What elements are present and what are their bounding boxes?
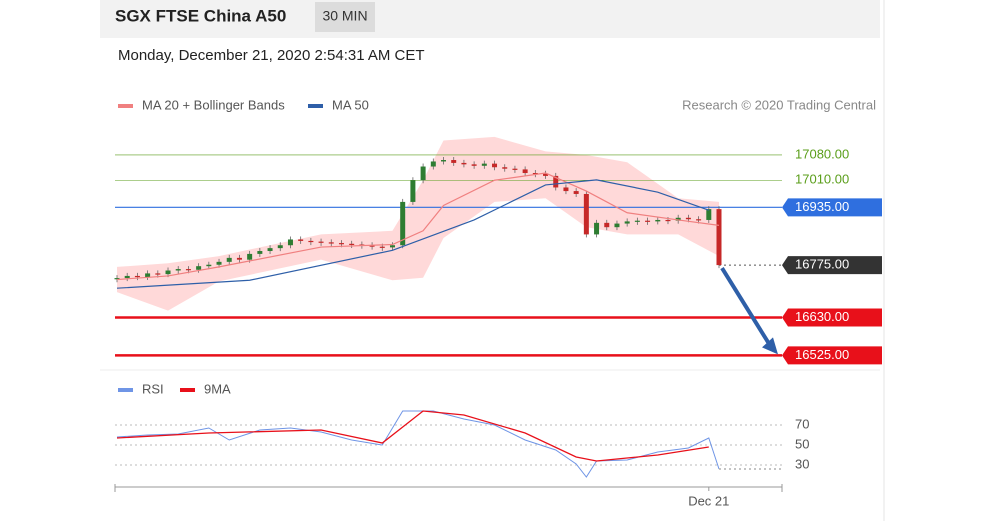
- candle: [696, 219, 702, 221]
- candle: [706, 209, 712, 220]
- candle: [624, 221, 630, 224]
- candle: [247, 253, 253, 260]
- candle: [583, 193, 589, 235]
- candle: [287, 239, 293, 246]
- forecast-arrowhead: [762, 337, 778, 355]
- level-tag: [782, 346, 882, 365]
- level-tag: [782, 256, 882, 275]
- level-label: 17010.00: [795, 172, 849, 187]
- ma-line: [116, 179, 709, 289]
- candle: [594, 222, 600, 235]
- candle: [685, 217, 691, 220]
- candle: [226, 257, 232, 262]
- candle: [502, 167, 508, 169]
- candle: [338, 243, 344, 245]
- level-label: 16525.00: [795, 347, 849, 362]
- candle: [634, 220, 640, 222]
- candle: [716, 209, 722, 266]
- candle: [124, 275, 130, 279]
- candle: [543, 173, 549, 176]
- level-label: 16935.00: [795, 199, 849, 214]
- header-bar: [100, 0, 880, 38]
- legend-label: 9MA: [204, 381, 231, 396]
- candle: [298, 239, 304, 241]
- candle: [236, 257, 242, 260]
- candle: [553, 175, 559, 188]
- candle: [481, 163, 487, 166]
- indicator-line: [116, 410, 720, 478]
- level-label: 17080.00: [795, 146, 849, 161]
- ma-line: [116, 172, 720, 281]
- candle: [430, 161, 436, 167]
- candle: [114, 278, 120, 280]
- timestamp: Monday, December 21, 2020 2:54:31 AM CET: [118, 47, 425, 64]
- candle: [206, 264, 212, 267]
- candle: [573, 191, 579, 194]
- candle: [196, 266, 202, 270]
- candle: [471, 164, 477, 166]
- candle: [185, 269, 191, 271]
- candle: [563, 187, 569, 192]
- candle: [165, 270, 171, 275]
- legend-label: MA 20 + Bollinger Bands: [142, 97, 285, 112]
- candle: [379, 246, 385, 248]
- level-label: 16775.00: [795, 257, 849, 272]
- level-label: 16630.00: [795, 309, 849, 324]
- credit: Research © 2020 Trading Central: [682, 97, 876, 112]
- candle: [655, 219, 661, 222]
- indicator-line: [116, 410, 709, 462]
- timeframe: 30 MIN: [322, 8, 367, 24]
- title: SGX FTSE China A50: [115, 6, 286, 25]
- candle: [410, 180, 416, 202]
- timeframe-badge: [315, 2, 375, 32]
- candle: [512, 168, 518, 170]
- candle: [400, 201, 406, 246]
- candle: [522, 169, 528, 174]
- candle: [389, 245, 395, 248]
- candle: [349, 243, 355, 245]
- x-tick-label: Dec 21: [688, 493, 729, 508]
- candle: [492, 163, 498, 168]
- candle: [175, 269, 181, 271]
- y-tick-label: 50: [795, 436, 809, 451]
- level-tag: [782, 198, 882, 217]
- candle: [155, 273, 161, 275]
- candle: [604, 222, 610, 228]
- candle: [369, 245, 375, 247]
- candle: [665, 219, 671, 222]
- candle: [277, 245, 283, 249]
- y-tick-label: 30: [795, 456, 809, 471]
- candle: [420, 166, 426, 181]
- y-tick-label: 70: [795, 416, 809, 431]
- candle: [145, 273, 151, 278]
- forecast-arrow: [720, 267, 772, 347]
- candle: [257, 251, 263, 254]
- legend-label: RSI: [142, 381, 164, 396]
- candle: [134, 275, 140, 278]
- candle: [675, 217, 681, 221]
- candle: [461, 162, 467, 165]
- candle: [267, 248, 273, 252]
- candle: [308, 240, 314, 243]
- candle: [216, 261, 222, 265]
- legend-label: MA 50: [332, 97, 369, 112]
- candle: [441, 160, 447, 162]
- candle: [645, 220, 651, 222]
- candle: [532, 173, 538, 175]
- candle: [318, 241, 324, 243]
- candle: [451, 160, 457, 163]
- candle: [614, 223, 620, 228]
- level-tag: [782, 308, 882, 327]
- candle: [328, 242, 334, 244]
